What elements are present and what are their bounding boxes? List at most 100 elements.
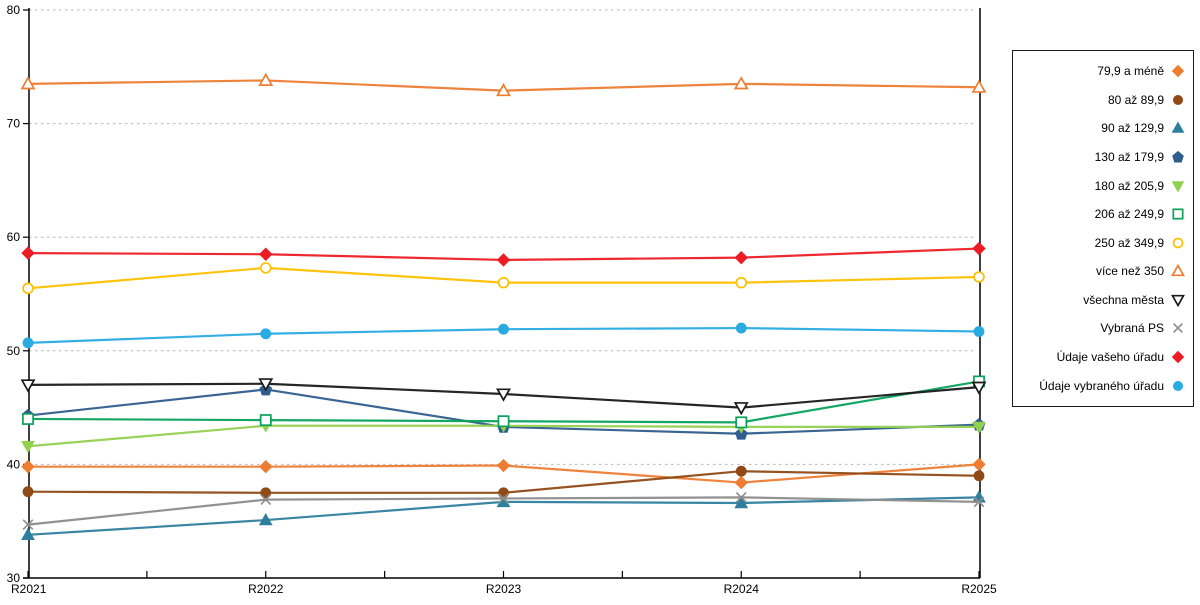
marker-diamond-icon — [734, 475, 748, 490]
x-tick-label: R2023 — [486, 582, 522, 596]
marker-circle-icon — [260, 487, 272, 499]
marker-circle-icon — [1172, 94, 1184, 105]
legend-item-5: 206 až 249,9 — [1017, 201, 1185, 227]
legend-marker-diamond-icon — [1171, 64, 1185, 78]
marker-circle-icon — [973, 470, 985, 482]
legend-marker-x-icon — [1171, 321, 1185, 335]
marker-triangle-down-icon — [21, 441, 35, 454]
x-tick-label: R2022 — [248, 582, 284, 596]
marker-triangle-up-icon — [258, 72, 274, 86]
marker-triangle-down-icon — [733, 402, 749, 416]
y-tick-label: 40 — [7, 457, 21, 471]
marker-triangle-down-icon — [20, 379, 36, 393]
marker-diamond-icon — [972, 457, 986, 472]
y-tick-label: 60 — [7, 230, 21, 244]
legend-item-7: více než 350 — [1017, 258, 1185, 284]
marker-triangle-up-icon — [971, 79, 987, 93]
legend-item-10: Údaje vašeho úřadu — [1017, 344, 1185, 370]
legend-item-2: 90 až 129,9 — [1017, 115, 1185, 141]
marker-diamond-icon — [496, 253, 511, 267]
marker-circle-icon — [22, 282, 34, 295]
marker-x-icon — [1173, 323, 1183, 334]
legend-item-9: Vybraná PS — [1017, 315, 1185, 341]
legend-marker-circle-icon — [1171, 93, 1185, 107]
marker-diamond-icon — [496, 458, 511, 473]
marker-square-icon — [1172, 208, 1184, 220]
legend-label: 250 až 349,9 — [1094, 235, 1164, 250]
marker-triangle-down-icon — [1171, 180, 1185, 193]
marker-x-icon — [498, 493, 509, 504]
marker-circle-icon — [22, 486, 34, 498]
legend-item-1: 80 až 89,9 — [1017, 87, 1185, 113]
marker-square-icon — [259, 414, 272, 427]
marker-circle-icon — [735, 322, 747, 334]
marker-circle-icon — [973, 326, 985, 337]
y-tick-label: 30 — [7, 571, 21, 585]
legend-label: 79,9 a méně — [1097, 64, 1164, 79]
legend-marker-open-circle-icon — [1171, 236, 1185, 250]
legend-label: 130 až 179,9 — [1094, 150, 1164, 165]
marker-triangle-down-icon — [258, 378, 274, 392]
legend-item-3: 130 až 179,9 — [1017, 144, 1185, 170]
marker-square-icon — [735, 416, 748, 429]
legend-label: 80 až 89,9 — [1107, 92, 1164, 107]
y-tick-label: 80 — [7, 3, 21, 17]
marker-circle-icon — [22, 337, 34, 349]
marker-triangle-up-icon — [733, 76, 749, 90]
legend-label: Údaje vašeho úřadu — [1056, 350, 1164, 365]
legend-item-8: všechna města — [1017, 287, 1185, 313]
marker-triangle-down-icon — [1171, 294, 1185, 308]
marker-triangle-up-icon — [1171, 264, 1185, 277]
marker-triangle-up-icon — [21, 527, 35, 541]
marker-circle-icon — [259, 262, 272, 274]
marker-circle-icon — [498, 323, 509, 335]
legend-item-0: 79,9 a méně — [1017, 58, 1185, 84]
marker-diamond-icon — [259, 459, 273, 474]
marker-x-icon — [260, 494, 272, 505]
x-tick-label: R2021 — [11, 582, 47, 596]
legend-label: Údaje vybraného úřadu — [1039, 378, 1164, 393]
marker-diamond-icon — [21, 459, 35, 474]
marker-triangle-down-icon — [972, 421, 986, 434]
legend-label: všechna města — [1083, 292, 1164, 307]
legend-label: více než 350 — [1095, 264, 1164, 279]
marker-diamond-icon — [972, 241, 986, 256]
legend-marker-open-square-icon — [1171, 207, 1185, 221]
legend-item-4: 180 až 205,9 — [1017, 173, 1185, 199]
legend-label: 90 až 129,9 — [1101, 121, 1164, 136]
marker-diamond-icon — [1171, 65, 1185, 78]
legend-marker-open-triangle-icon — [1171, 264, 1185, 278]
marker-circle-icon — [497, 276, 510, 289]
legend-marker-open-tri-down-icon — [1171, 293, 1185, 308]
marker-diamond-icon — [259, 247, 273, 261]
legend-marker-pentagon-icon — [1171, 150, 1185, 164]
legend-marker-blue-circle-icon — [1171, 379, 1185, 393]
marker-triangle-up-icon — [496, 82, 511, 97]
marker-circle-icon — [1172, 380, 1184, 391]
y-tick-label: 70 — [7, 117, 21, 131]
marker-triangle-up-icon — [734, 496, 749, 509]
legend-marker-triangle-up-icon — [1171, 121, 1185, 135]
marker-diamond-icon — [734, 250, 748, 265]
legend-item-6: 250 až 349,9 — [1017, 230, 1185, 256]
marker-square-icon — [22, 413, 34, 425]
marker-pentagon-icon — [1172, 150, 1184, 163]
y-tick-label: 50 — [7, 344, 21, 358]
marker-circle-icon — [735, 276, 748, 289]
legend-item-11: Údaje vybraného úřadu — [1017, 373, 1185, 399]
marker-diamond-icon — [21, 246, 35, 260]
marker-x-icon — [973, 496, 985, 508]
marker-triangle-down-icon — [971, 381, 987, 395]
marker-triangle-up-icon — [258, 513, 273, 526]
marker-x-icon — [735, 491, 747, 503]
x-tick-label: R2024 — [724, 582, 760, 596]
marker-circle-icon — [1172, 237, 1184, 249]
marker-circle-icon — [735, 465, 747, 477]
legend-label: 180 až 205,9 — [1094, 178, 1164, 193]
legend-label: Vybraná PS — [1100, 321, 1164, 336]
legend: 79,9 a méně 80 až 89,9 90 až 129,9 130 a… — [1012, 50, 1194, 407]
x-tick-label: R2025 — [961, 582, 997, 596]
marker-square-icon — [497, 415, 510, 428]
